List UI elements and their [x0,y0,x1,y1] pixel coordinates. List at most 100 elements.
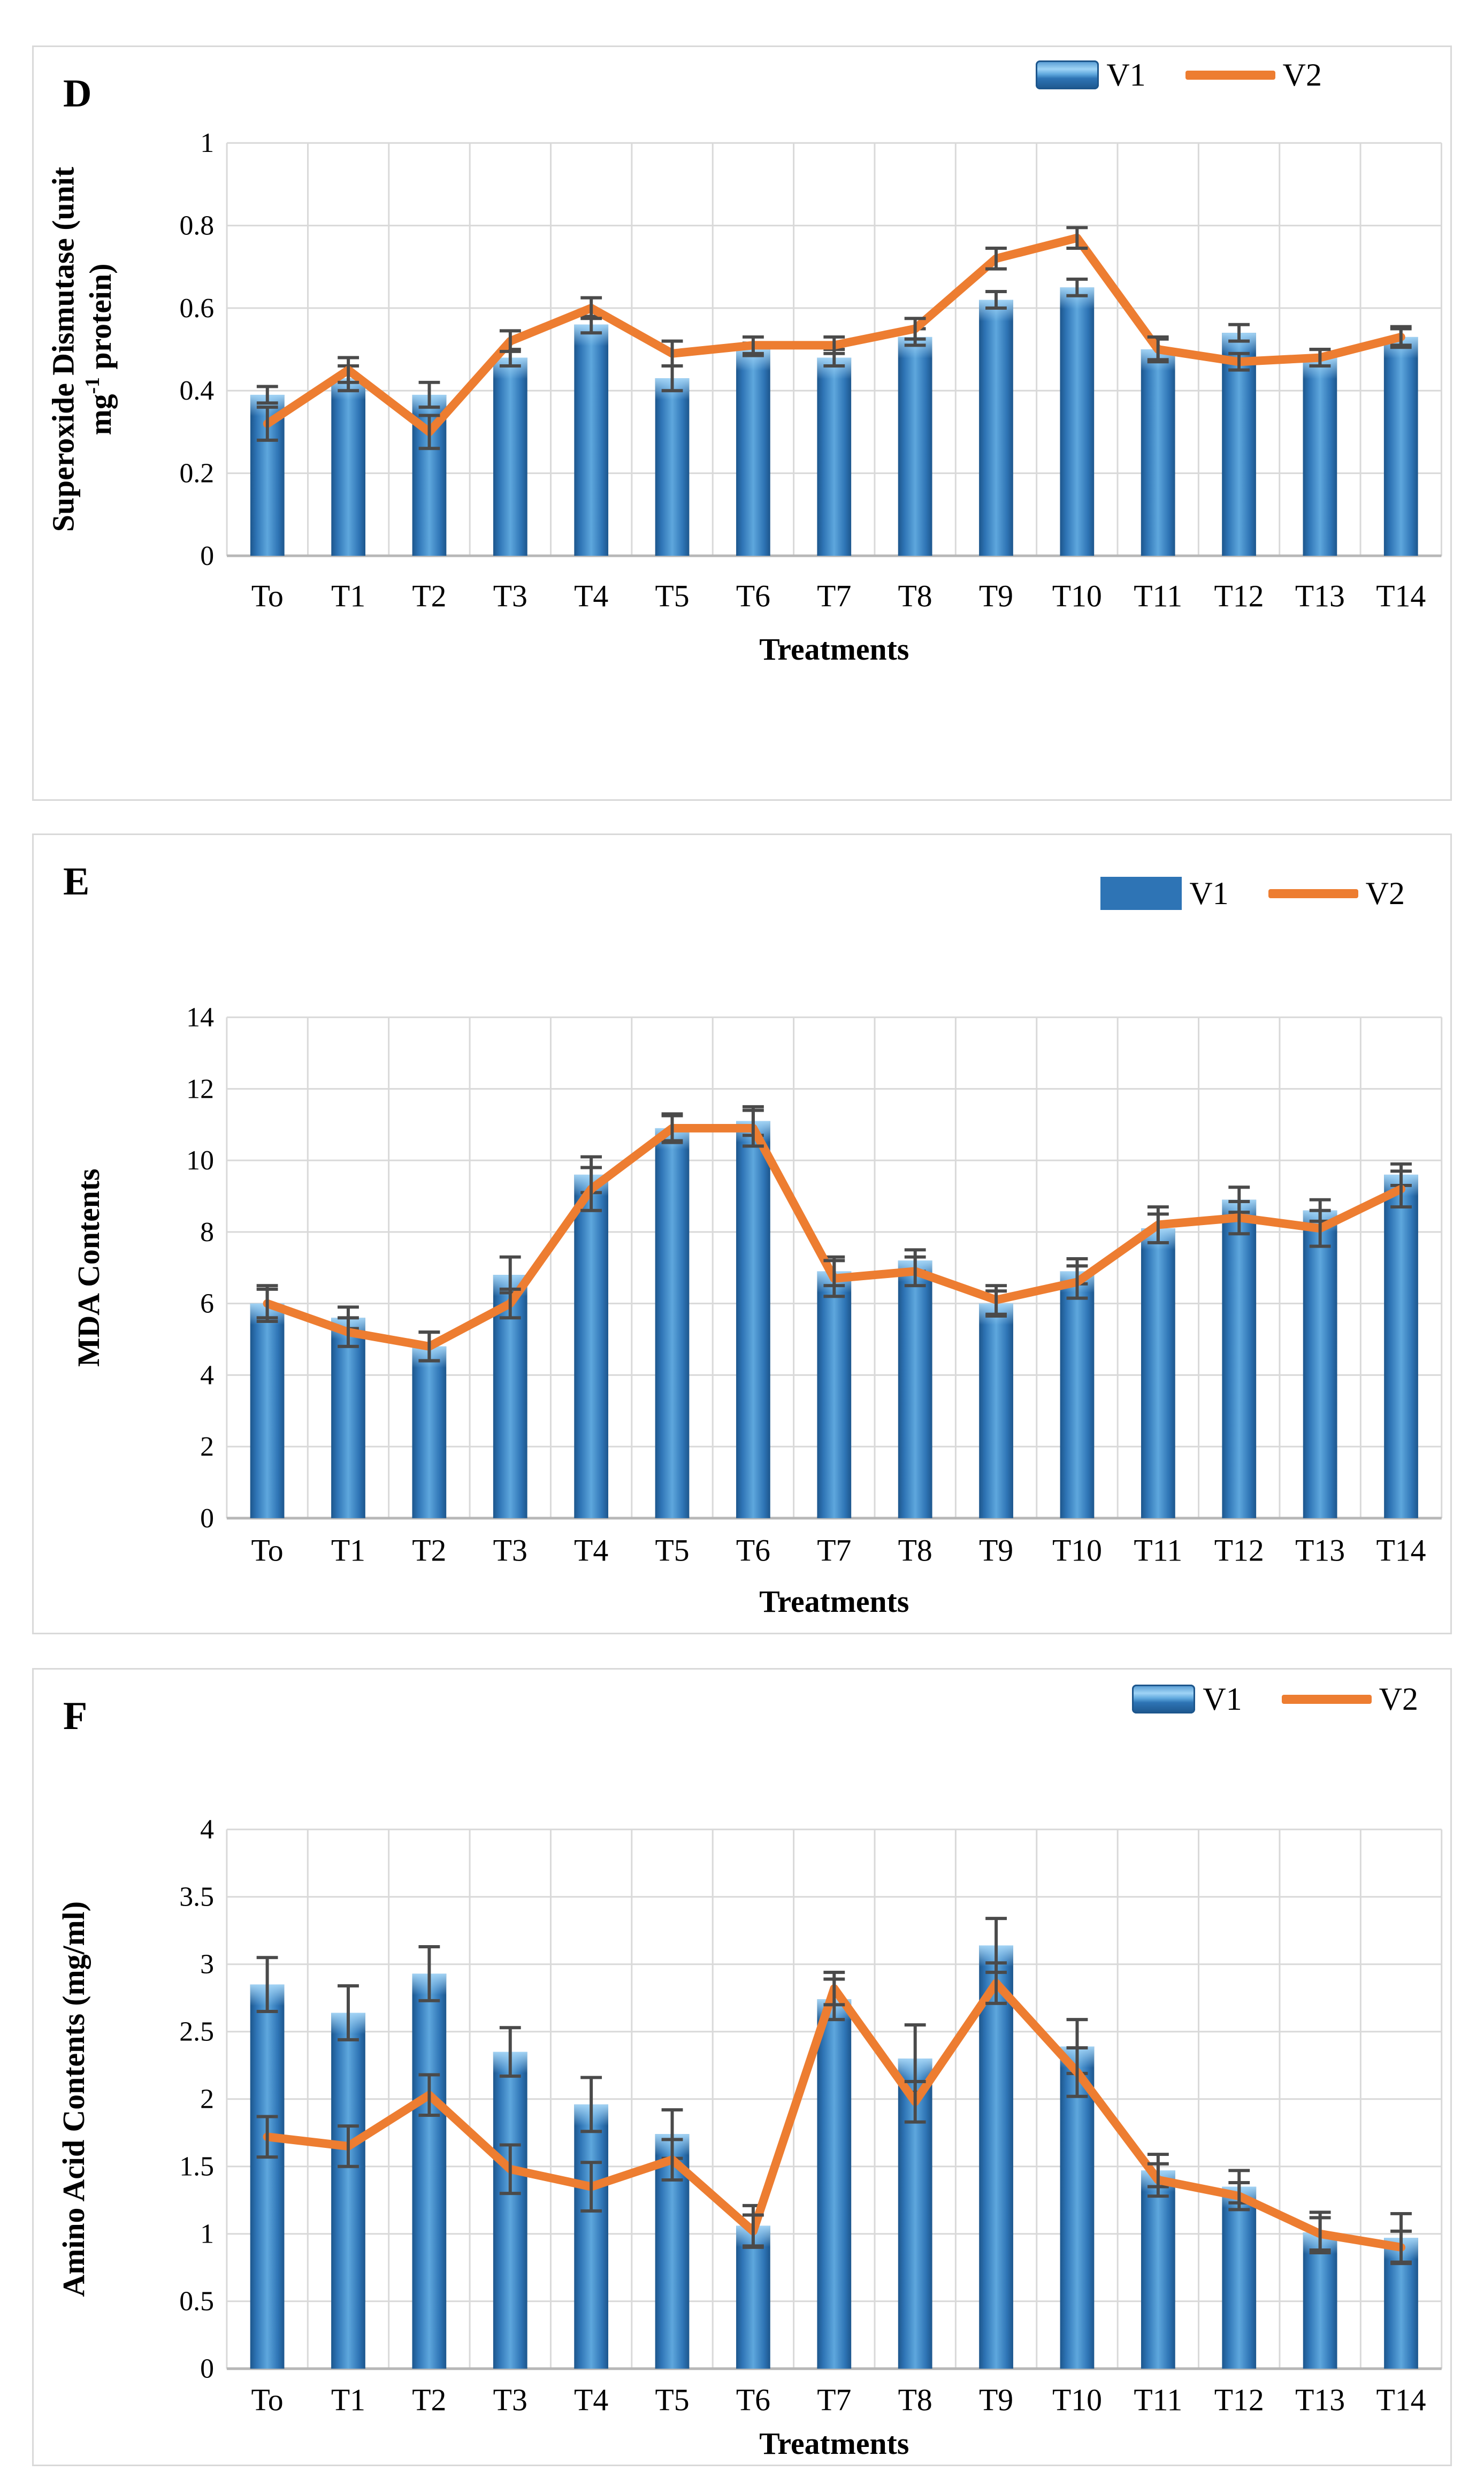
bars-v1 [250,1121,1418,1518]
legend-v1-label: V1 [1203,1681,1242,1717]
x-tick-label: T11 [1134,580,1182,614]
legend-d: V1 V2 [1036,59,1322,91]
panel-d-superoxide-dismutase: D V1 V2 0 0.2 0.4 0.6 0.8 1 To T1 T2 T3 T4 T5 T6 T7 T8… [32,45,1452,801]
x-tick-label: T8 [898,1534,932,1568]
y-tick-label: 12 [186,1074,214,1104]
y-tick-label: 0.2 [179,458,214,489]
chart-d-plot: 0 0.2 0.4 0.6 0.8 1 To T1 T2 T3 T4 T5 T6 T7 T8 T9 T10 T11… [47,128,1442,667]
legend-v1-label: V1 [1189,876,1229,911]
legend-v2-label: V2 [1365,876,1405,911]
y-tick-label: 0 [200,1503,214,1534]
error-bars-v2 [256,1961,1412,2266]
panel-d-label: D [63,72,92,116]
x-tick-label: T14 [1376,1534,1426,1568]
bars-v1 [250,1945,1418,2369]
x-gridlines [226,1017,1443,1518]
error-bars-v2 [256,1108,1412,1363]
x-tick-label: T6 [736,2383,770,2417]
x-tick-label: T1 [331,580,365,614]
panel-e-mda-contents: E V1 V2 0 2 4 6 8 10 12 14 To T1 T2 T3 T4 T5 T6 T7 T8 T9 T… [32,833,1452,1634]
x-tick-label: T9 [979,1534,1013,1568]
y-tick-label: 8 [200,1217,214,1248]
y-tick-label: 6 [200,1289,214,1319]
x-tick-labels: To T1 T2 T3 T4 T5 T6 T7 T8 T9 T10 T11 T12 T13 T14 [251,2383,1426,2417]
x-tick-label: T5 [655,2383,689,2417]
legend-v2-line-swatch-icon [1268,889,1358,898]
x-tick-label: T9 [979,580,1013,614]
legend-v2-line-swatch-icon [1185,70,1275,80]
y-axis-title: Superoxide Dismutase (unit [47,167,80,532]
y-tick-label: 0.8 [179,211,214,241]
x-tick-label: T12 [1214,1534,1264,1568]
chart-e-plot: 0 2 4 6 8 10 12 14 To T1 T2 T3 T4 T5 T6 T7 T8 T9 T10 T11 T12… [72,1003,1443,1619]
x-tick-label: T10 [1052,2383,1102,2417]
x-tick-label: T10 [1052,580,1102,614]
y-tick-label: 10 [186,1145,214,1176]
x-axis-title: Treatments [759,633,909,667]
x-tick-label: T7 [817,1534,851,1568]
legend-v2-label: V2 [1379,1681,1418,1717]
x-tick-label: T9 [979,2383,1013,2417]
y-axis-title: mg-1​ protein) [81,264,118,435]
x-tick-label: T3 [493,580,527,614]
y-tick-label: 3.5 [179,1882,214,1912]
x-tick-label: To [251,1534,284,1568]
x-axis-title: Treatments [759,2427,909,2461]
panel-f-label: F [63,1694,88,1738]
y-tick-label: 1 [200,128,214,158]
y-axis-title: Amino Acid Contents (mg/ml) [57,1901,91,2297]
x-tick-label: To [251,2383,284,2417]
bars-v1 [250,287,1418,556]
x-axis-title: Treatments [759,1585,909,1619]
panel-e-label: E [63,860,90,904]
x-tick-label: To [251,580,284,614]
x-tick-label: T3 [493,1534,527,1568]
x-tick-label: T8 [898,580,932,614]
x-tick-label: T8 [898,2383,932,2417]
chart-f-plot: 0 0.5 1 1.5 2 2.5 3 3.5 4 To T1 T2 T3 T4 T5 T6 T7 T8 T9 T10… [57,1815,1443,2461]
x-tick-label: T13 [1295,2383,1345,2417]
legend-v2-line-swatch-icon [1281,1694,1372,1704]
x-tick-label: T14 [1376,580,1426,614]
x-tick-label: T3 [493,2383,527,2417]
y-tick-label: 0 [200,2354,214,2384]
legend-v1-bar-swatch-icon [1036,60,1099,89]
x-tick-label: T4 [574,580,608,614]
x-tick-label: T5 [655,1534,689,1568]
x-tick-label: T1 [331,2383,365,2417]
x-tick-label: T12 [1214,2383,1264,2417]
x-tick-label: T1 [331,1534,365,1568]
x-tick-labels: To T1 T2 T3 T4 T5 T6 T7 T8 T9 T10 T11 T12 T13 T14 [251,1534,1426,1568]
legend-e: V1 V2 [1100,877,1405,910]
x-tick-label: T14 [1376,2383,1426,2417]
y-tick-label: 1 [200,2219,214,2250]
x-tick-label: T4 [574,1534,608,1568]
y-tick-label: 14 [186,1003,214,1033]
legend-v1-bar-swatch-icon [1132,1685,1196,1713]
x-tick-label: T11 [1134,2383,1182,2417]
legend-v1-label: V1 [1106,57,1146,93]
x-tick-label: T7 [817,2383,851,2417]
x-tick-label: T2 [412,580,446,614]
legend-f: V1 V2 [1132,1683,1418,1715]
y-tick-label: 0 [200,541,214,571]
x-tick-label: T11 [1134,1534,1182,1568]
panel-f-amino-acid-contents: F V1 V2 0 0.5 1 1.5 2 2.5 3 3.5 4 To T1 T2 T3 T4 T5 T6 T… [32,1668,1452,2466]
y-tick-label: 0.4 [179,376,214,406]
y-tick-label: 2 [200,1432,214,1462]
y-tick-label: 1.5 [179,2152,214,2182]
y-axis-title: MDA Contents [72,1168,106,1367]
x-tick-label: T13 [1295,580,1345,614]
x-tick-label: T6 [736,580,770,614]
x-tick-label: T6 [736,1534,770,1568]
y-tick-label: 0.6 [179,293,214,324]
y-tick-label: 3 [200,1949,214,1980]
x-tick-label: T13 [1295,1534,1345,1568]
legend-v1-bar-swatch-icon [1100,877,1182,910]
x-gridlines [226,143,1442,556]
y-tick-label: 2.5 [179,2017,214,2047]
y-tick-label: 2 [200,2084,214,2115]
x-tick-label: T2 [412,2383,446,2417]
x-tick-label: T7 [817,580,851,614]
